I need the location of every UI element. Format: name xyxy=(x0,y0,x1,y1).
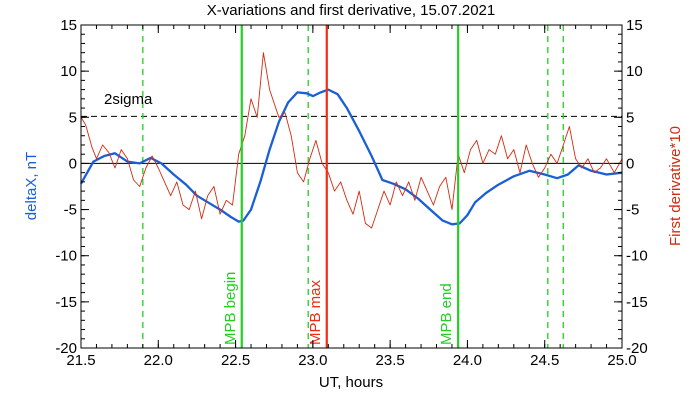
sigma-label: 2sigma xyxy=(104,91,153,108)
y-tick-label-right: 0 xyxy=(626,155,634,172)
y-tick-label-right: -10 xyxy=(626,248,648,265)
series-line-deltaX xyxy=(79,88,623,226)
x-tick-label: 23.0 xyxy=(298,352,327,369)
y-tick-label-right: -15 xyxy=(626,294,648,311)
event-label: MPB end xyxy=(438,283,455,345)
y-axis-label-left: deltaX, nT xyxy=(23,152,40,220)
y-tick-label-left: 0 xyxy=(69,155,77,172)
data-series xyxy=(79,52,623,229)
y-tick-label-left: 15 xyxy=(60,17,77,34)
x-tick-label: 24.5 xyxy=(530,352,559,369)
event-label: MPB max xyxy=(307,279,324,345)
y-tick-label-left: -5 xyxy=(64,202,77,219)
reference-lines xyxy=(81,25,622,348)
event-label: MPB begin xyxy=(222,272,239,345)
y-tick-label-left: -15 xyxy=(55,294,77,311)
x-tick-label: 23.5 xyxy=(376,352,405,369)
x-axis-label: UT, hours xyxy=(319,374,383,391)
chart-title: X-variations and first derivative, 15.07… xyxy=(207,2,496,19)
y-axis-label-right: First derivative*10 xyxy=(667,126,684,246)
x-tick-label: 22.5 xyxy=(221,352,250,369)
y-tick-label-left: 10 xyxy=(60,63,77,80)
y-tick-label-right: 10 xyxy=(626,63,643,80)
y-tick-label-left: -20 xyxy=(55,340,77,357)
y-tick-label-right: 15 xyxy=(626,17,643,34)
plot-frame xyxy=(80,24,623,349)
y-tick-label-right: -5 xyxy=(626,202,639,219)
y-tick-label-left: -10 xyxy=(55,248,77,265)
y-tick-label-right: 5 xyxy=(626,109,634,126)
y-tick-label-right: -20 xyxy=(626,340,648,357)
series-line-derivative xyxy=(80,52,623,229)
x-tick-label: 25.0 xyxy=(607,352,636,369)
x-tick-label: 22.0 xyxy=(144,352,173,369)
x-tick-label: 24.0 xyxy=(453,352,482,369)
axis-ticks: 21.5 22.0 22.5 23.0 23.5 24.0 24.5 25.0-20 -20-1… xyxy=(55,17,647,369)
x-tick-label: 21.5 xyxy=(66,352,95,369)
y-tick-label-left: 5 xyxy=(69,109,77,126)
event-lines: MPB begin MPB max MPB end xyxy=(222,25,460,348)
